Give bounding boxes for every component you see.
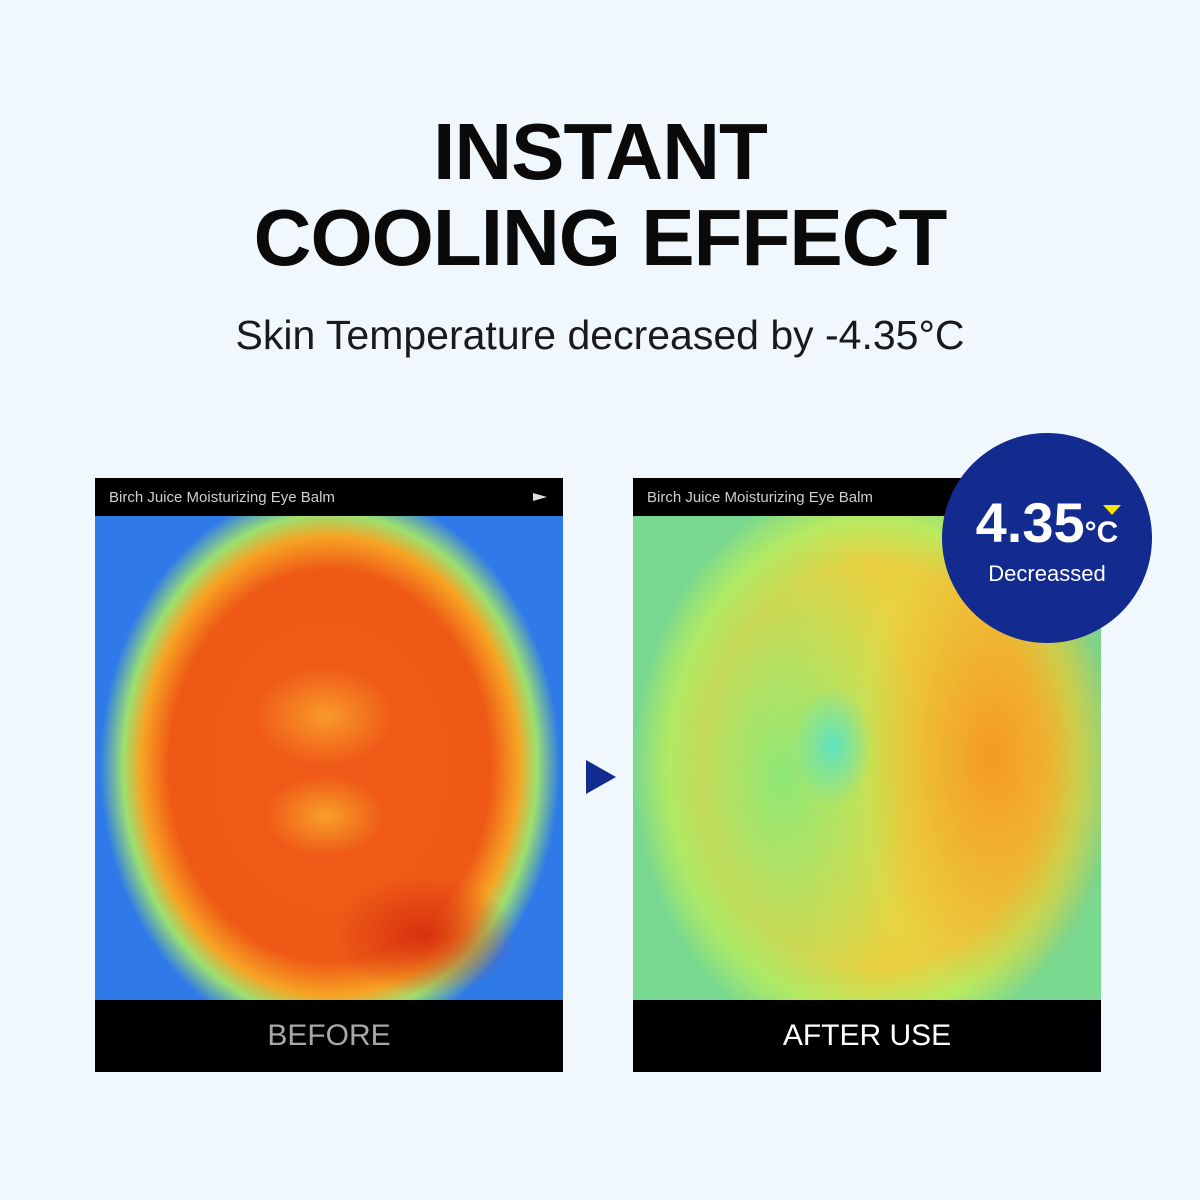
caption: Birch Juice Moisturizing Eye Balm [647, 489, 873, 506]
caption-bar: Birch Juice Moisturizing Eye Balm [633, 478, 1101, 516]
down-triangle-icon [1103, 505, 1121, 515]
before-label: BEFORE [267, 1019, 391, 1052]
badge-label: Decreassed [988, 561, 1106, 586]
headline-line-2: COOLING EFFECT [253, 193, 948, 282]
before-panel: Birch Juice Moisturizing Eye Balm BEFORE [95, 478, 563, 1072]
caption-bar: Birch Juice Moisturizing Eye Balm [95, 478, 563, 516]
caption: Birch Juice Moisturizing Eye Balm [109, 489, 335, 506]
arrow-right-icon [586, 760, 616, 794]
badge-unit: °C [1084, 516, 1119, 549]
play-icon [533, 493, 547, 501]
after-label: AFTER USE [782, 1019, 952, 1052]
thermal-image-before [95, 516, 563, 1000]
subtitle: Skin Temperature decreased by -4.35°C [235, 312, 965, 358]
headline-line-1: INSTANT [433, 107, 768, 196]
temperature-badge: 4.35°C Decreassed [942, 433, 1152, 643]
badge-value: 4.35 [975, 491, 1085, 554]
